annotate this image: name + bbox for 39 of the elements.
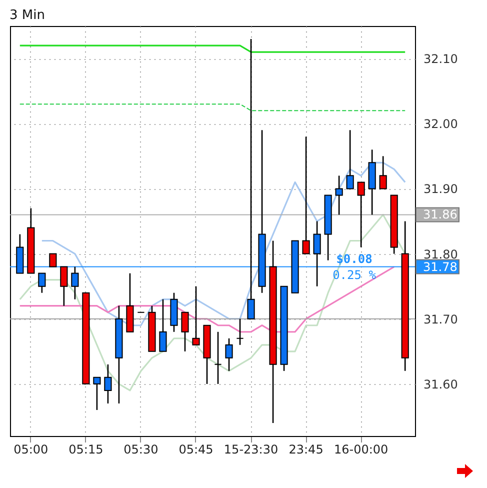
candlestick — [60, 266, 68, 306]
x-tick-label: 15-23:30 — [224, 442, 278, 456]
candlestick — [379, 156, 387, 190]
y-tick-label: 32.10 — [424, 52, 458, 66]
x-tick-label: 05:30 — [124, 442, 158, 456]
y-tick-label: 31.60 — [424, 377, 458, 392]
x-tick-label: 05:45 — [178, 442, 214, 456]
x-tick-label: 05:00 — [14, 442, 48, 456]
y-tick-label: 31.80 — [424, 247, 458, 262]
candlestick — [104, 364, 112, 404]
candlestick — [192, 286, 200, 346]
x-tick-label: 23:45 — [288, 442, 324, 456]
y-tick-label: 31.70 — [424, 312, 458, 326]
candlestick — [313, 220, 321, 287]
candlestick — [357, 182, 365, 248]
candlestick — [159, 298, 167, 352]
candlestick — [236, 318, 244, 346]
candlestick — [346, 129, 354, 190]
x-tick-label: 16-00:00 — [334, 442, 388, 456]
candlestick — [49, 253, 57, 268]
annotation: $0.08 — [336, 252, 372, 266]
candlestick — [38, 272, 46, 294]
x-tick-label: 05:15 — [68, 442, 104, 456]
y-tick-label: 31.90 — [424, 182, 458, 196]
candlestick — [225, 338, 233, 372]
candlestick — [335, 175, 343, 216]
annotation: 0.25 % — [332, 268, 377, 282]
candlestick — [214, 331, 222, 385]
chart-title: 3 Min — [10, 8, 45, 23]
ref-line-label: 31.86 — [423, 208, 458, 222]
y-tick-label: 32.00 — [424, 117, 458, 132]
candlestick — [93, 376, 101, 411]
candlestick — [71, 266, 79, 300]
ref-line-label: 31.78 — [423, 260, 458, 274]
line-series — [19, 214, 406, 392]
candlestick — [302, 136, 310, 254]
candlestick — [181, 312, 189, 352]
line-series — [41, 162, 406, 326]
line-series — [19, 266, 395, 333]
